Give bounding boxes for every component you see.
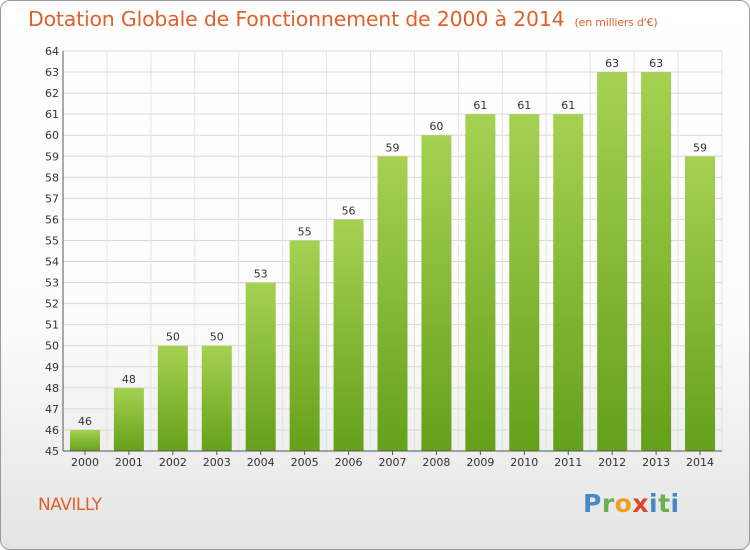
bar [157, 345, 188, 451]
y-tick-label: 60 [45, 129, 59, 142]
bar-value-label: 59 [693, 141, 707, 154]
y-tick-label: 61 [45, 108, 59, 121]
bar-value-label: 63 [649, 57, 663, 70]
y-tick-label: 48 [45, 382, 59, 395]
x-tick-label: 2007 [379, 456, 407, 469]
y-tick-label: 63 [45, 66, 59, 79]
x-tick-label: 2009 [466, 456, 494, 469]
y-tick-label: 54 [45, 256, 59, 269]
y-tick-label: 50 [45, 340, 59, 353]
x-tick-label: 2005 [291, 456, 319, 469]
bar [289, 240, 320, 451]
bar-value-label: 61 [473, 99, 487, 112]
bar-value-label: 50 [210, 331, 224, 344]
chart-title: Dotation Globale de Fonctionnement de 20… [28, 7, 658, 31]
x-tick-label: 2006 [335, 456, 363, 469]
x-tick-label: 2004 [247, 456, 275, 469]
bar [509, 114, 540, 451]
x-tick-label: 2008 [422, 456, 450, 469]
bar [245, 282, 276, 451]
bar-value-label: 53 [254, 268, 268, 281]
x-tick-label: 2010 [510, 456, 538, 469]
bar [69, 429, 100, 451]
y-tick-label: 47 [45, 403, 59, 416]
bar-value-label: 61 [561, 99, 575, 112]
y-tick-label: 53 [45, 277, 59, 290]
bar-value-label: 50 [166, 331, 180, 344]
x-tick-label: 2014 [686, 456, 714, 469]
x-tick-label: 2003 [203, 456, 231, 469]
x-tick-label: 2013 [642, 456, 670, 469]
bar-value-label: 56 [342, 204, 356, 217]
y-tick-label: 56 [45, 213, 59, 226]
x-tick-label: 2011 [554, 456, 582, 469]
commune-name: NAVILLY [38, 495, 102, 515]
y-tick-label: 51 [45, 319, 59, 332]
bars: 46 48 50 50 53 55 56 59 60 61 61 61 63 63 59 [69, 57, 716, 452]
bar [333, 219, 364, 451]
bar [377, 156, 408, 451]
x-tick-label: 2000 [71, 456, 99, 469]
y-tick-label: 64 [45, 45, 59, 58]
y-tick-label: 49 [45, 361, 59, 374]
bar [201, 345, 232, 451]
y-tick-label: 59 [45, 150, 59, 163]
axes: 45 46 47 48 49 50 51 52 53 54 55 56 57 58 59 60 61 62 63 64… [45, 45, 722, 469]
bar-value-label: 61 [517, 99, 531, 112]
bar-value-label: 46 [78, 415, 92, 428]
y-tick-label: 55 [45, 234, 59, 247]
bar-value-label: 55 [298, 225, 312, 238]
bar [465, 114, 496, 451]
y-tick-label: 62 [45, 87, 59, 100]
y-tick-label: 45 [45, 445, 59, 458]
bar [641, 72, 672, 451]
chart-subtitle: (en milliers d'€) [574, 16, 658, 29]
x-tick-label: 2012 [598, 456, 626, 469]
x-tick-label: 2002 [159, 456, 187, 469]
bar-value-label: 60 [429, 120, 443, 133]
y-tick-label: 52 [45, 298, 59, 311]
y-tick-label: 58 [45, 171, 59, 184]
bar-value-label: 59 [386, 141, 400, 154]
chart-title-text: Dotation Globale de Fonctionnement de 20… [28, 7, 565, 31]
bar [113, 387, 144, 451]
x-tick-label: 2001 [115, 456, 143, 469]
bar-value-label: 63 [605, 57, 619, 70]
bar [553, 114, 584, 451]
proxiti-logo[interactable]: Proxiti [583, 489, 680, 518]
bar [421, 135, 452, 452]
bar [685, 156, 716, 451]
y-tick-label: 57 [45, 192, 59, 205]
bar-value-label: 48 [122, 373, 136, 386]
y-tick-label: 46 [45, 424, 59, 437]
bar [597, 72, 628, 451]
